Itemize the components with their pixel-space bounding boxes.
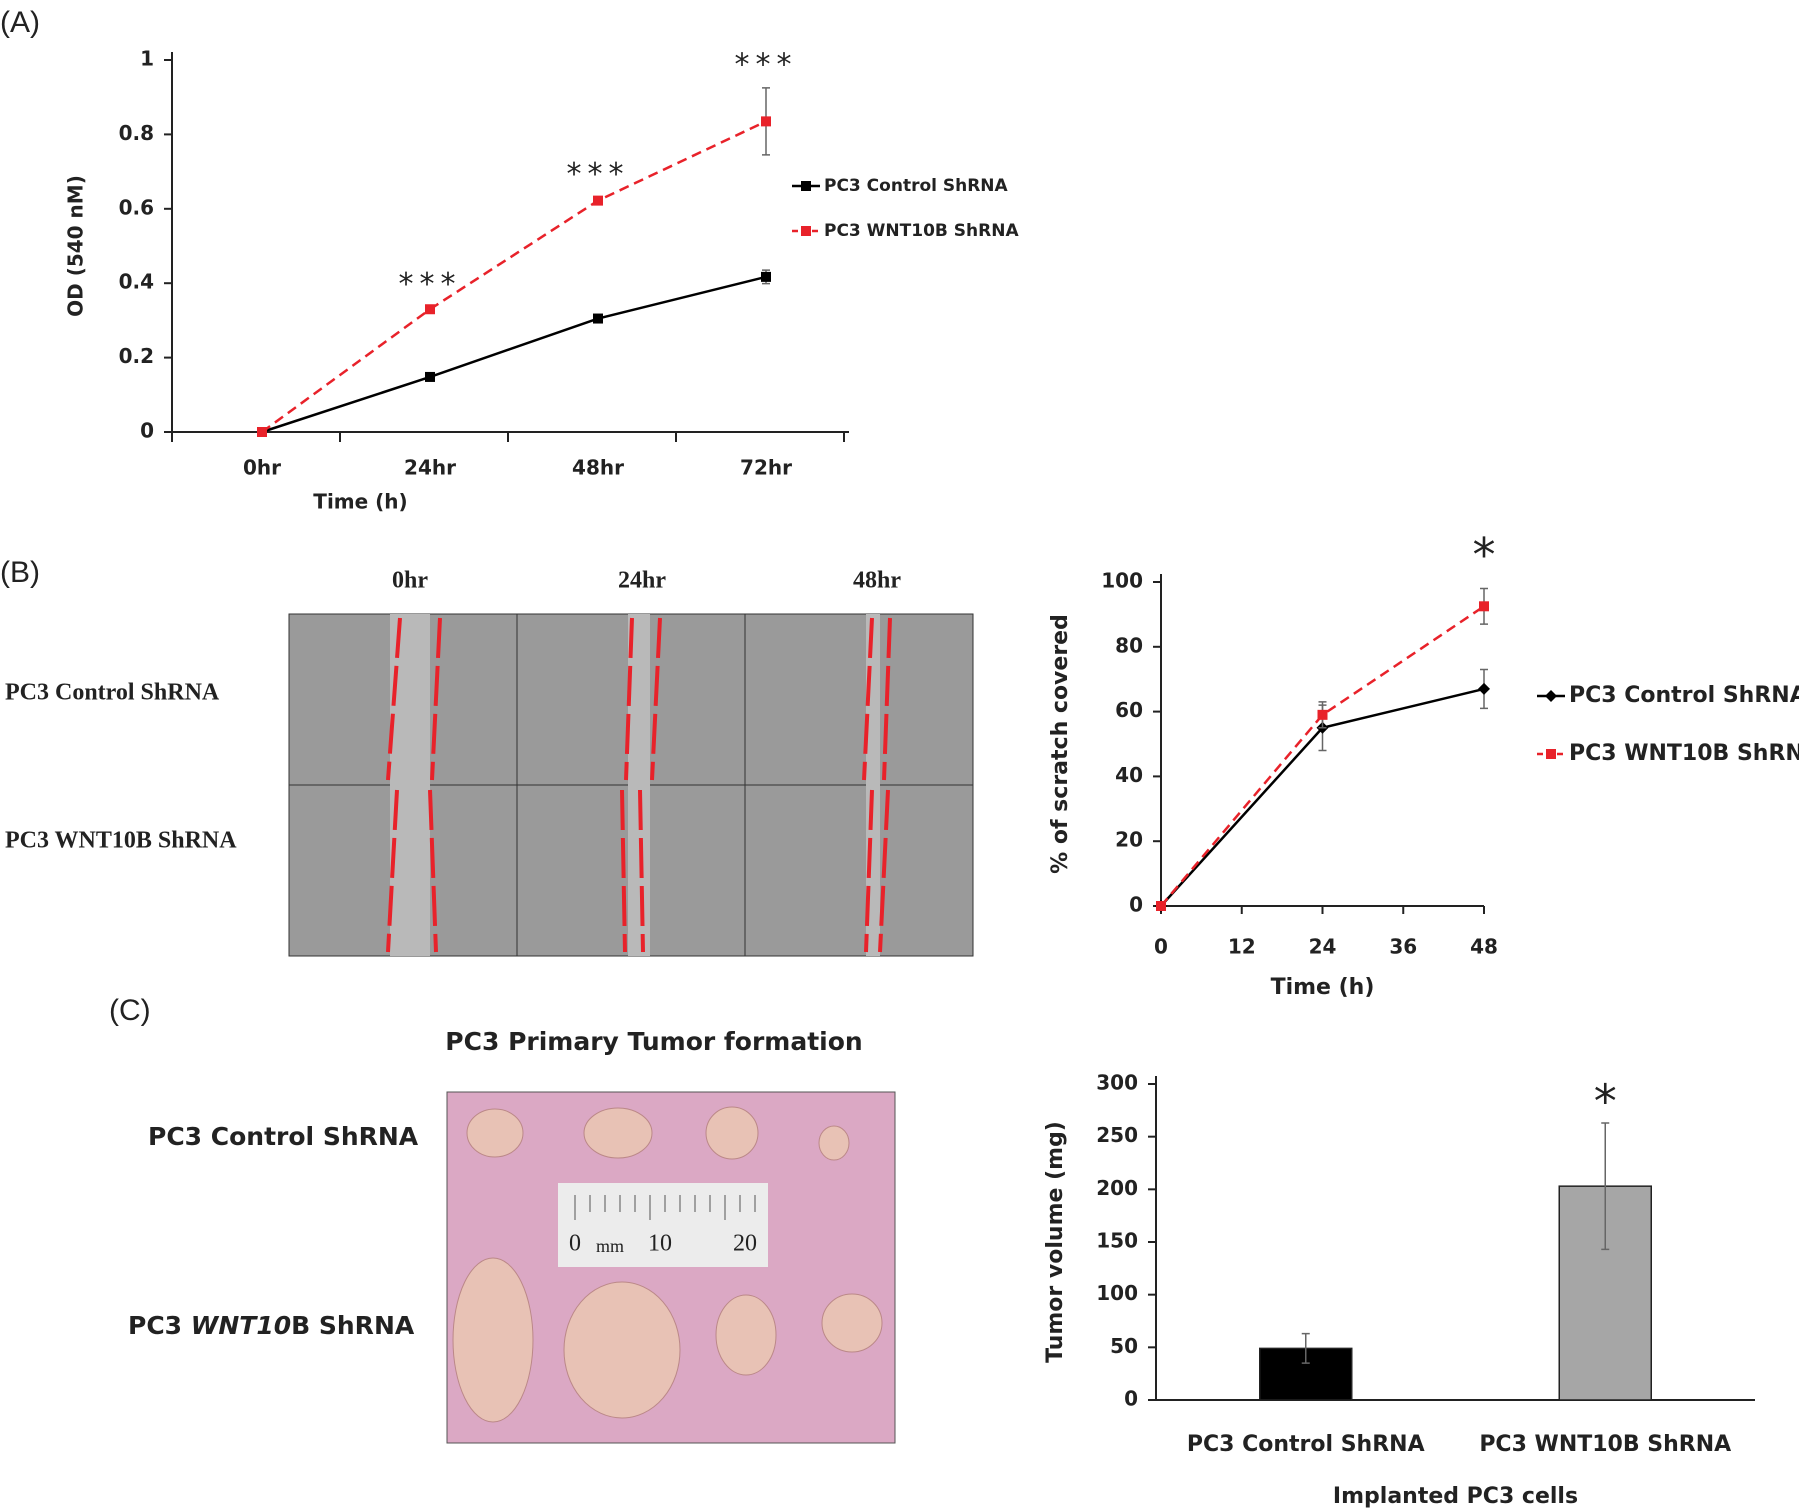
error-bar [1301,1332,1310,1364]
column-label: 48hr [853,568,901,594]
row-label-part: B ShRNA [291,1311,415,1340]
ruler-ticks [574,1195,756,1220]
legend-marker [801,181,811,191]
y-tick-label: 300 [1096,1071,1138,1095]
point [1479,601,1489,612]
y-tick-label: 0.6 [119,195,154,219]
series-line [1160,605,1485,907]
y-axis-label: % of scratch covered [1048,614,1073,874]
y-tick-label: 1 [140,47,154,71]
point [425,304,435,315]
ruler-label: 0 [569,1231,581,1257]
significance: * [1594,1074,1617,1128]
x-tick-label: 24 [1309,935,1337,959]
row-label-part: WNT10 [191,1311,291,1340]
legend-label: PC3 WNT10B ShRNA [824,221,1019,241]
x-tick-label: PC3 WNT10B ShRNA [1479,1432,1731,1457]
x-tick-label: 12 [1228,935,1256,959]
point [593,313,603,324]
ruler [558,1183,768,1267]
y-tick-label: 0 [1129,893,1143,917]
y-tick-label: 80 [1115,633,1143,657]
panel-label: (B) [0,556,40,589]
x-tick-label: 24hr [404,456,456,480]
y-tick-label: 40 [1115,763,1143,787]
y-tick-label: 60 [1115,698,1143,722]
y-tick-label: 150 [1096,1229,1138,1253]
x-axis-label: Time (h) [1271,975,1375,1000]
y-tick-label: 100 [1096,1281,1138,1305]
legend-label: PC3 WNT10B ShRNA [1569,741,1799,766]
point [1478,682,1490,695]
ruler-label: 20 [733,1231,757,1257]
y-tick-label: 0 [140,419,154,443]
point [425,371,435,382]
panel-label: (A) [0,6,40,39]
point [1317,709,1328,720]
significance: *** [399,267,462,302]
point [1156,901,1166,911]
series-line [261,275,767,434]
significance: * [1473,528,1496,582]
y-tick-label: 0 [1124,1387,1138,1411]
y-tick-label: 20 [1115,828,1143,852]
panel-label: (C) [109,994,151,1027]
x-tick-label: 0 [1154,935,1168,959]
y-axis-label: OD (540 nM) [64,175,88,317]
y-tick-label: 50 [1110,1334,1138,1358]
y-tick-label: 0.4 [119,270,154,294]
x-tick-label: 48hr [572,456,624,480]
row-label: PC3 WNT10B ShRNA [128,1311,415,1340]
x-tick-label: 72hr [740,456,792,480]
row-label-part: PC3 Control ShRNA [148,1122,419,1151]
row-label-part: PC3 [128,1311,191,1340]
row-label: PC3 Control ShRNA [148,1122,419,1151]
y-tick-label: 0.8 [119,121,154,145]
row-label: PC3 WNT10B ShRNA [5,828,237,854]
legend-marker [1545,690,1557,702]
x-axis-label: Time (h) [313,490,407,514]
y-tick-label: 250 [1096,1123,1138,1147]
legend-marker [1546,749,1556,759]
column-label: 0hr [392,568,428,594]
tumors [452,1106,883,1423]
x-tick-label: 0hr [243,456,281,480]
significance: *** [567,157,630,192]
tumor-photo: PC3 Primary Tumor formation 0 mm 10 20 P… [128,1027,896,1444]
row-label: PC3 Control ShRNA [5,680,220,706]
scratch-images: 0hr 24hr 48hr PC3 Control ShRNA PC3 WNT1… [5,568,974,957]
ruler-label: 10 [648,1231,672,1257]
series-line [261,120,767,434]
x-tick-label: 48 [1470,935,1498,959]
scratch-gap [628,614,650,956]
point [761,271,771,282]
x-axis-label: Implanted PC3 cells [1333,1484,1578,1509]
significance: *** [735,47,798,82]
y-tick-label: 100 [1101,569,1143,593]
y-axis-label: Tumor volume (mg) [1043,1121,1068,1363]
point [761,116,771,127]
legend-label: PC3 Control ShRNA [1569,683,1799,708]
point [593,195,603,206]
photo-title: PC3 Primary Tumor formation [445,1027,862,1056]
legend-marker [801,226,811,236]
x-tick-label: PC3 Control ShRNA [1187,1432,1425,1457]
scratch-gap [390,614,430,956]
column-label: 24hr [618,568,666,594]
error-bar [1601,1122,1610,1251]
legend-label: PC3 Control ShRNA [824,176,1009,196]
y-tick-label: 0.2 [119,344,154,368]
ruler-label: mm [596,1236,624,1256]
scratch-edges [386,617,892,953]
point [257,427,267,437]
y-tick-label: 200 [1096,1176,1138,1200]
x-tick-label: 36 [1389,935,1417,959]
